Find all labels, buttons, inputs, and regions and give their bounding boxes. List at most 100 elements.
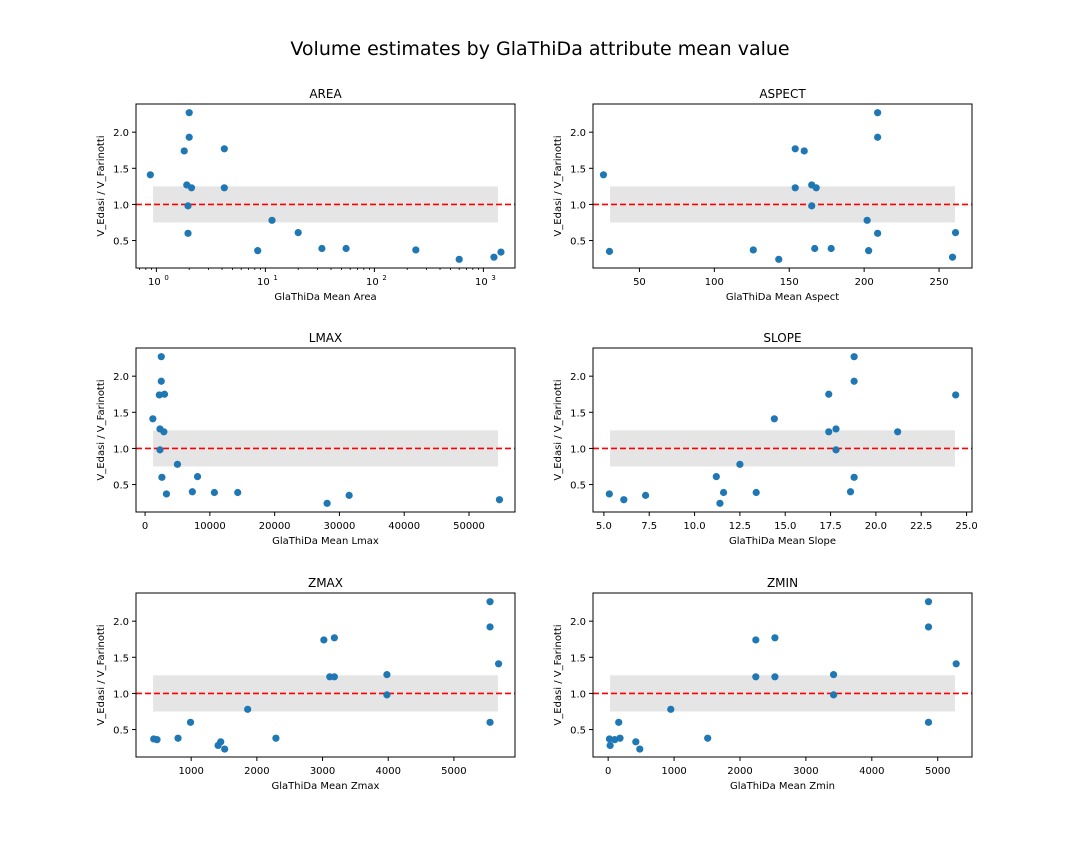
data-point: [157, 353, 165, 361]
data-point: [156, 446, 164, 454]
data-point: [620, 496, 628, 504]
data-point: [383, 671, 391, 679]
data-point: [318, 244, 326, 253]
data-point: [455, 255, 463, 263]
data-point: [924, 718, 933, 726]
x-axis-label: GlaThiDa Mean Zmin: [730, 781, 835, 792]
subplot-title: ZMAX: [308, 576, 343, 590]
data-point: [811, 244, 819, 253]
x-tick-label: 5000: [441, 766, 466, 777]
x-tick-label: 5.0: [596, 521, 612, 532]
data-point: [495, 496, 504, 504]
y-axis-label: V_Edasi / V_Farinotti: [553, 135, 564, 236]
subplot-title: ZMIN: [767, 576, 798, 590]
y-axis-label: V_Edasi / V_Farinotti: [96, 135, 107, 236]
x-tick-label: 3000: [793, 766, 818, 777]
x-tick-label: 25.0: [955, 521, 977, 532]
subplot-zmax: 0.5 1.0 1.5 2.0 1000 2000 3000 4000 5000 ZMAX GlaT…: [96, 576, 516, 792]
y-tick-label: 2.0: [570, 128, 586, 139]
data-point: [812, 184, 820, 192]
subplot-title: LMAX: [309, 331, 342, 345]
y-tick-label: 2.0: [113, 128, 129, 139]
data-point: [158, 473, 166, 481]
data-point: [599, 171, 608, 179]
y-tick-label: 1.5: [570, 653, 586, 664]
data-point: [184, 229, 192, 237]
data-point: [775, 255, 783, 263]
data-point: [616, 734, 624, 742]
figure-title: Volume estimates by GlaThiDa attribute m…: [290, 38, 790, 60]
data-point: [490, 253, 498, 261]
data-point: [712, 472, 720, 481]
subplot-title: ASPECT: [759, 87, 806, 101]
data-point: [149, 415, 157, 423]
x-tick-label: 10.0: [683, 521, 705, 532]
y-tick-label: 1.0: [570, 444, 586, 455]
y-tick-label: 1.0: [113, 444, 129, 455]
data-point: [221, 745, 229, 753]
x-tick-label: 4000: [376, 766, 401, 777]
y-tick-label: 0.5: [570, 481, 586, 492]
x-tick-label: 22.5: [910, 521, 932, 532]
y-tick-label: 1.5: [570, 408, 586, 419]
data-point: [825, 428, 833, 436]
data-point: [605, 490, 613, 498]
x-tick-label: 0: [605, 766, 611, 777]
data-point: [184, 202, 192, 210]
x-tick-label: 10: [475, 277, 488, 288]
data-point: [234, 488, 242, 497]
x-tick-label: 10: [257, 277, 270, 288]
data-point: [771, 673, 779, 681]
x-tick-label: 40000: [388, 521, 420, 532]
x-tick-label: 250: [929, 277, 948, 288]
data-point: [829, 691, 838, 699]
data-point: [865, 247, 873, 255]
subplot-zmin: 0.5 1.0 1.5 2.0 0 1000 2000 3000 4000 5000 ZMIN Gla…: [553, 576, 973, 792]
data-point: [268, 216, 276, 224]
data-point: [874, 109, 882, 117]
x-tick-label: 5000: [925, 766, 950, 777]
data-point: [174, 734, 182, 742]
data-point: [752, 673, 760, 681]
y-tick-label: 0.5: [113, 726, 129, 737]
y-tick-label: 1.5: [113, 653, 129, 664]
x-tick-label: 20.0: [865, 521, 887, 532]
data-point: [749, 246, 757, 254]
data-point: [832, 425, 840, 433]
data-point: [829, 671, 838, 679]
x-tick-label: 10: [366, 277, 379, 288]
data-point: [383, 691, 391, 699]
data-point: [636, 745, 644, 753]
data-point: [330, 673, 338, 681]
data-point: [193, 472, 202, 481]
y-tick-label: 1.0: [113, 689, 129, 700]
data-point: [486, 623, 494, 631]
data-point: [948, 253, 957, 261]
data-point: [641, 491, 650, 499]
y-tick-label: 1.0: [570, 200, 586, 211]
data-point: [153, 736, 161, 744]
x-tick-label: 150: [780, 277, 799, 288]
x-tick-label: 30000: [324, 521, 356, 532]
data-point: [952, 391, 960, 399]
data-point: [497, 248, 505, 256]
data-point: [716, 499, 724, 507]
x-tick-exponent: 2: [382, 274, 386, 282]
axes-frame: [135, 103, 516, 269]
data-point: [846, 488, 855, 496]
x-tick-label: 100: [705, 277, 724, 288]
subplot-title: SLOPE: [763, 331, 801, 345]
subplot-aspect: 0.5 1.0 1.5 2.0 50 100 150 200 250 ASPECT GlaThiDa…: [553, 87, 973, 303]
y-tick-label: 0.5: [570, 237, 586, 248]
data-point: [220, 145, 228, 153]
data-point: [827, 244, 835, 253]
x-tick-label: 1000: [178, 766, 203, 777]
data-point: [160, 428, 168, 436]
y-tick-label: 1.5: [570, 164, 586, 175]
x-tick-label: 50: [633, 277, 646, 288]
x-tick-label: 3000: [310, 766, 335, 777]
data-point: [771, 634, 779, 642]
data-point: [494, 660, 503, 668]
data-point: [180, 147, 188, 155]
y-tick-label: 2.0: [113, 372, 129, 383]
